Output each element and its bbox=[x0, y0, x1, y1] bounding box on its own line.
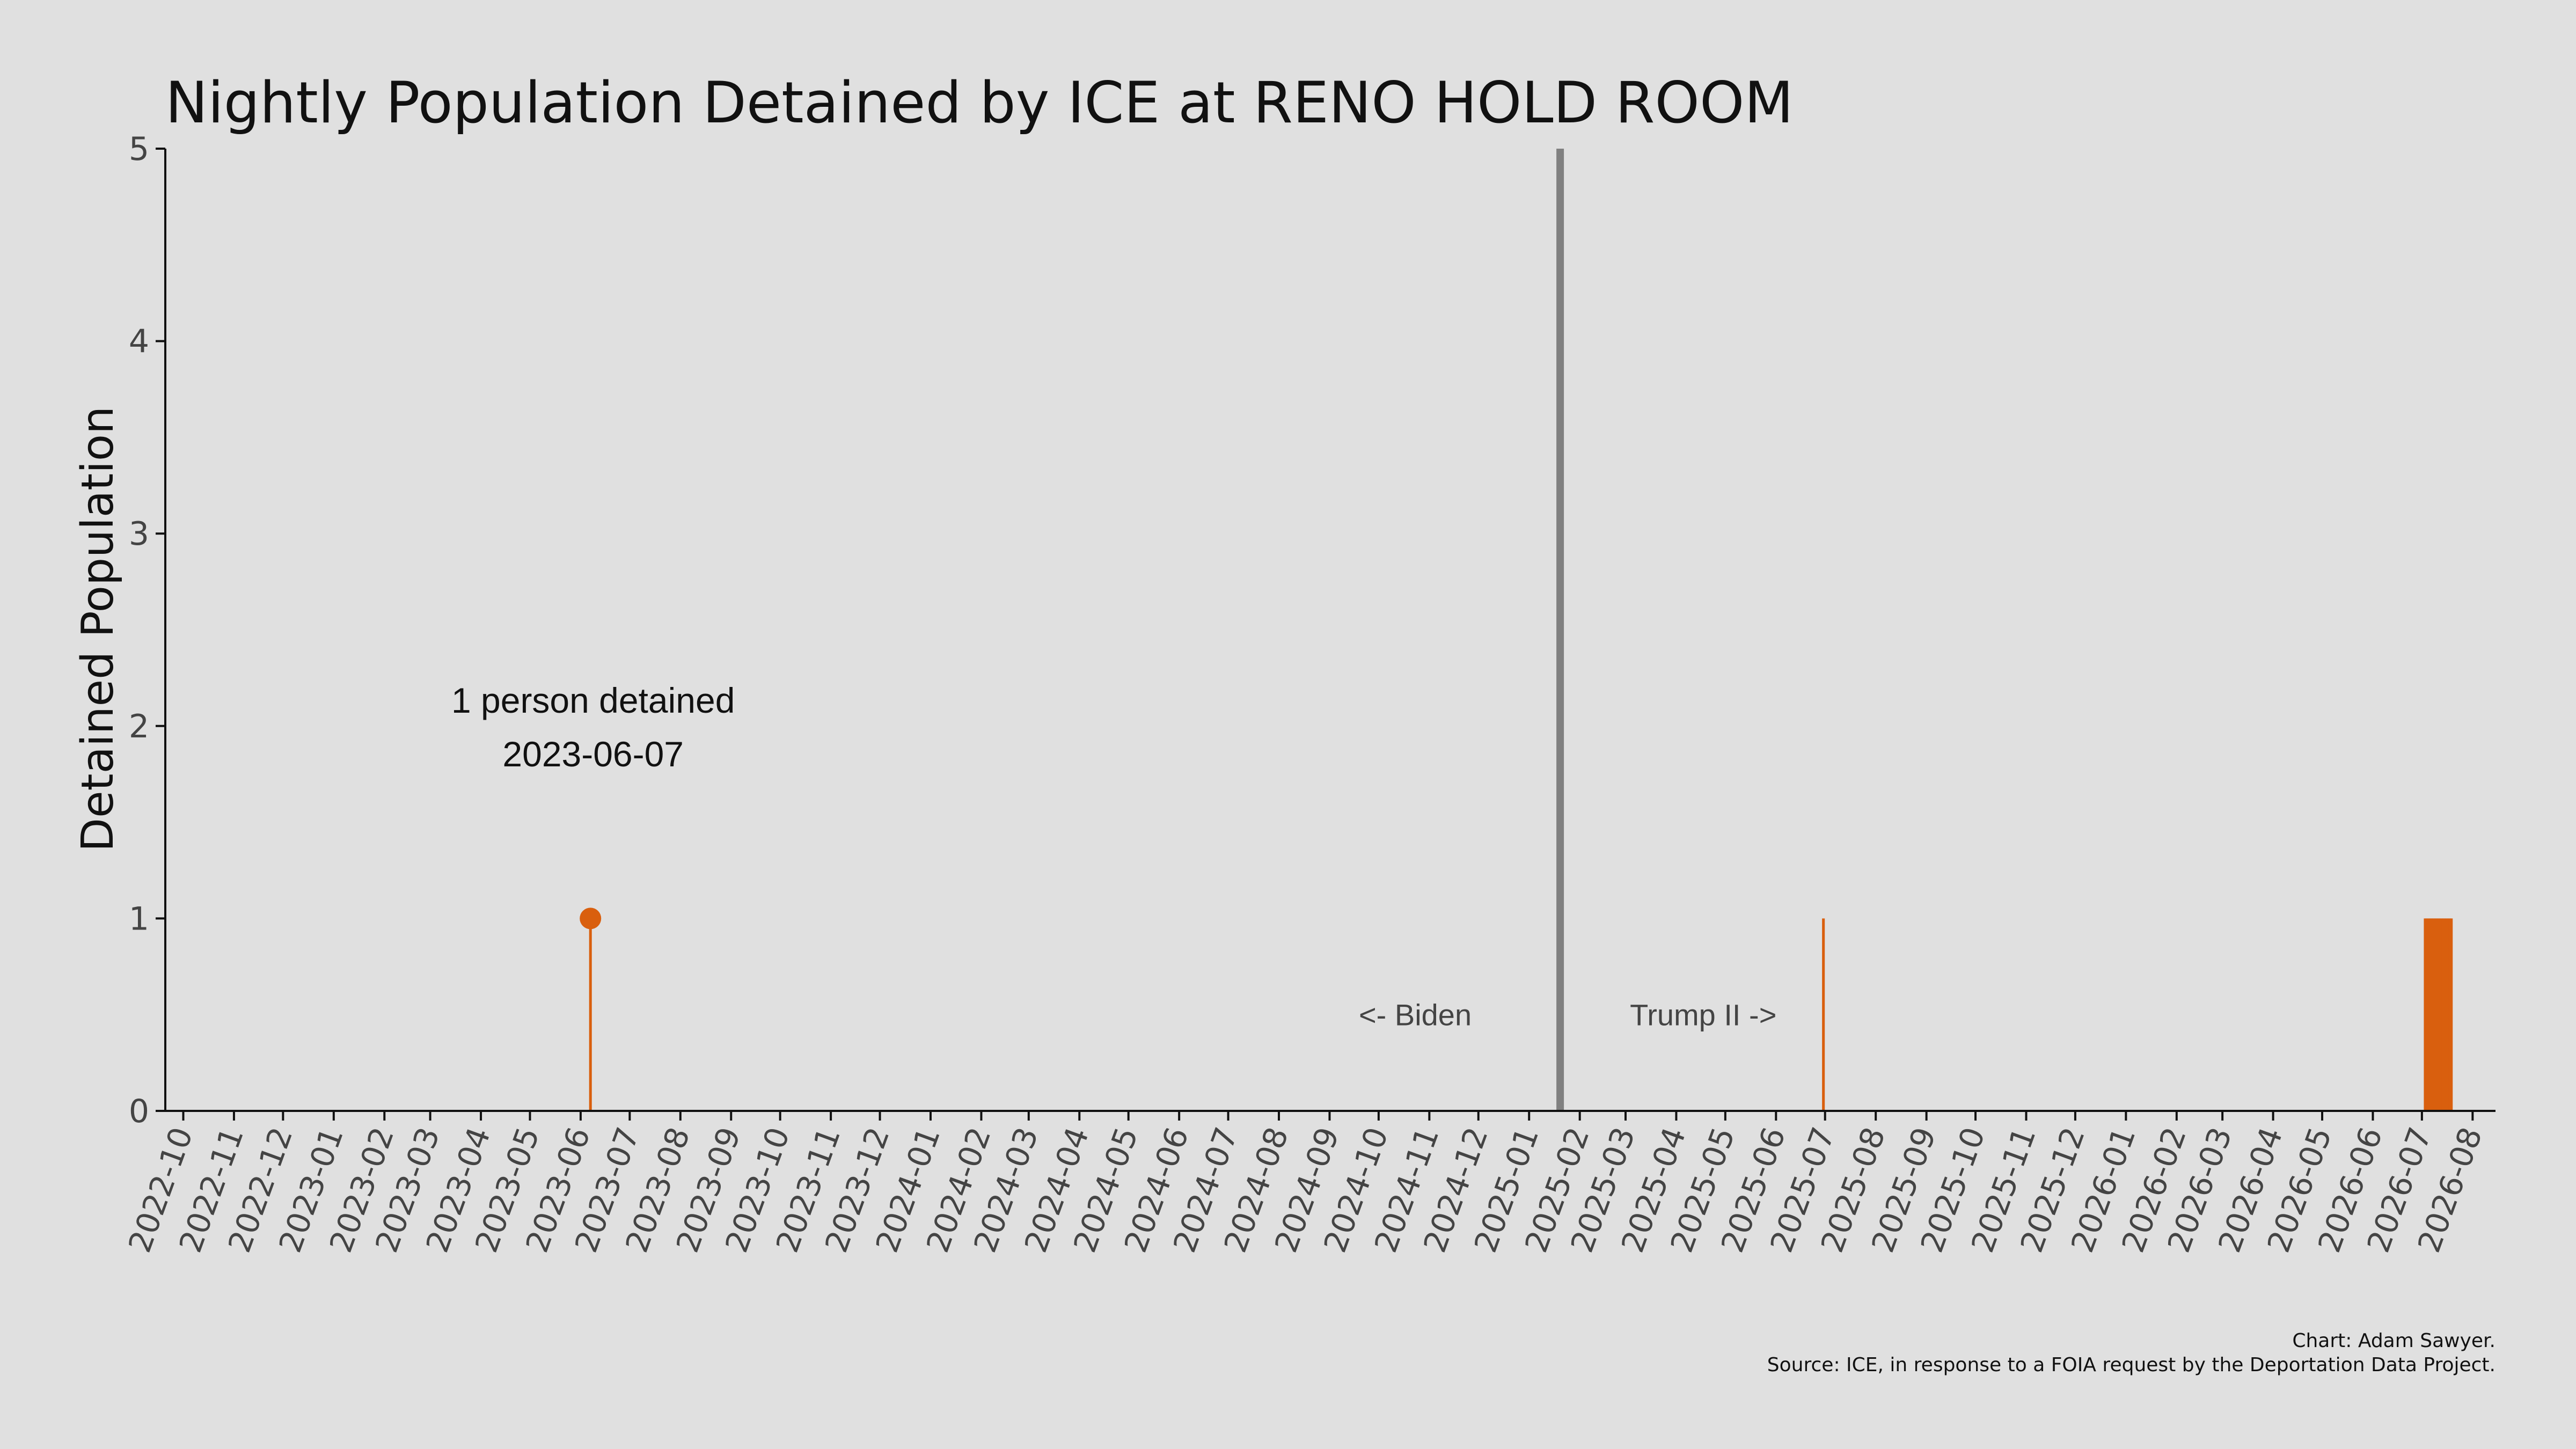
bar-2025-06-30 bbox=[1822, 918, 1825, 1111]
bar-2026-07-09 bbox=[2433, 918, 2436, 1111]
y-tick-label: 3 bbox=[129, 515, 149, 553]
y-axis-label: Detained Population bbox=[72, 406, 123, 852]
chart-title: Nightly Population Detained by ICE at RE… bbox=[165, 70, 1794, 136]
bar-2026-07-10 bbox=[2435, 918, 2438, 1111]
bar-2026-07-16 bbox=[2445, 918, 2448, 1111]
highlight-annotation-count: 1 person detained bbox=[451, 680, 735, 720]
highlight-marker bbox=[580, 908, 602, 930]
bar-2026-07-13 bbox=[2440, 918, 2443, 1111]
bar-2026-07-08 bbox=[2432, 918, 2435, 1111]
bar-2026-07-19 bbox=[2450, 918, 2453, 1111]
y-ticks: 0 1 2 3 4 5 bbox=[129, 130, 165, 1130]
trump-era-label: Trump II -> bbox=[1630, 998, 1776, 1032]
bar-2026-07-17 bbox=[2447, 918, 2450, 1111]
y-tick-label: 2 bbox=[129, 708, 149, 745]
bar-2026-07-06 bbox=[2428, 918, 2432, 1111]
chart-credit: Chart: Adam Sawyer. bbox=[2292, 1330, 2496, 1352]
bar-2026-07-05 bbox=[2427, 918, 2430, 1111]
x-ticks: 2022-102022-112022-122023-012023-022023-… bbox=[121, 1111, 2489, 1257]
bar-2026-07-15 bbox=[2443, 918, 2447, 1111]
y-tick-label: 1 bbox=[129, 900, 149, 938]
biden-era-label: <- Biden bbox=[1359, 998, 1472, 1032]
y-tick-label: 5 bbox=[129, 130, 149, 168]
bar-2026-07-04 bbox=[2425, 918, 2428, 1111]
bar-2026-07-03 bbox=[2424, 918, 2427, 1111]
bar-2026-07-07 bbox=[2430, 918, 2433, 1111]
bar-2026-07-11 bbox=[2436, 918, 2440, 1111]
bar-2026-07-12 bbox=[2438, 918, 2441, 1111]
y-tick-label: 4 bbox=[129, 323, 149, 361]
bar-2026-07-18 bbox=[2448, 918, 2451, 1111]
highlight-annotation-date: 2023-06-07 bbox=[502, 734, 684, 774]
source-credit: Source: ICE, in response to a FOIA reque… bbox=[1767, 1354, 2496, 1376]
bar-2026-07-14 bbox=[2441, 918, 2445, 1111]
bars bbox=[580, 908, 2453, 1111]
y-tick-label: 0 bbox=[129, 1093, 149, 1130]
bar-2023-06-07 bbox=[589, 918, 592, 1111]
